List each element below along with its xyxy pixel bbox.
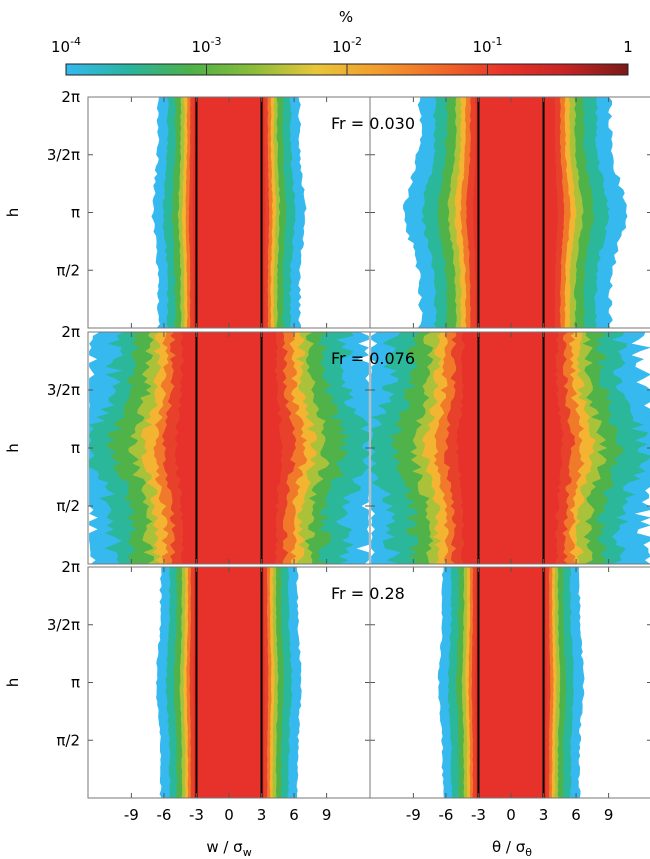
- y-tick-label: π/2: [56, 497, 80, 515]
- y-axis-labels: h h h: [4, 208, 22, 688]
- density-band: [455, 332, 564, 564]
- x-tick-label: 6: [289, 806, 299, 824]
- y-tick-label: 2π: [61, 88, 80, 106]
- x-tick-label: -6: [438, 806, 453, 824]
- panel-1-theta: [369, 96, 650, 329]
- x-tick-label: 0: [224, 806, 234, 824]
- x-tick-label: 0: [506, 806, 516, 824]
- panel-frame: [369, 331, 650, 565]
- panel-annotation: Fr = 0.076: [331, 349, 415, 368]
- y-tick-label: π: [71, 439, 80, 457]
- density-band: [475, 567, 547, 798]
- colorbar-tick-label: 10-4: [51, 35, 81, 56]
- colorbar-tick-labels: 10-4 10-3 10-2 10-1 1: [51, 35, 633, 56]
- density-band: [174, 332, 283, 564]
- colorbar-ticks: [206, 64, 488, 75]
- colorbar: % 10-4 10-3 10-2 10-1 1: [51, 8, 633, 76]
- y-tick-label: π/2: [56, 731, 80, 749]
- x-tick-label: 9: [322, 806, 332, 824]
- x-tick-label: -6: [156, 806, 171, 824]
- xlabel-left: w / σw: [206, 838, 251, 859]
- panel-3-w: [87, 566, 371, 799]
- panel-annotation: Fr = 0.030: [331, 114, 415, 133]
- colorbar-tick-label: 10-2: [332, 35, 362, 56]
- y-tick-label: 2π: [61, 558, 80, 576]
- colorbar-title: %: [339, 8, 353, 26]
- y-tick-label: π/2: [56, 261, 80, 279]
- panel-frame: [369, 96, 650, 329]
- ylabel: h: [4, 208, 22, 218]
- ylabel: h: [4, 678, 22, 688]
- panel-frame: [369, 566, 650, 799]
- panel-annotation: Fr = 0.28: [331, 584, 405, 603]
- xlabel-right: θ / σθ: [492, 838, 532, 859]
- colorbar-tick-label: 10-1: [472, 35, 502, 56]
- ylabel: h: [4, 443, 22, 453]
- x-tick-label: -9: [124, 806, 139, 824]
- x-tick-label: 3: [257, 806, 267, 824]
- y-tick-label: 3/2π: [47, 146, 80, 164]
- panel-2-theta: [369, 331, 650, 565]
- panel-1-w: [87, 96, 371, 329]
- y-tick-label: 2π: [61, 323, 80, 341]
- x-tick-label: 9: [604, 806, 614, 824]
- x-tick-label: -9: [406, 806, 421, 824]
- colorbar-tick-label: 10-3: [191, 35, 221, 56]
- y-tick-label: 3/2π: [47, 381, 80, 399]
- y-tick-label: π: [71, 204, 80, 222]
- x-tick-label: 3: [539, 806, 549, 824]
- y-tick-label: π: [71, 674, 80, 692]
- panel-grid: Fr = 0.030 π/2 π 3/2π 2π Fr = 0.076 π/2 π 3/2π 2π…: [47, 88, 650, 824]
- density-band: [192, 97, 266, 328]
- x-tick-label: -3: [189, 806, 204, 824]
- panel-2-w: [87, 331, 371, 565]
- y-tick-label: 3/2π: [47, 616, 80, 634]
- panel-3-theta: [369, 566, 650, 799]
- colorbar-tick-label: 1: [623, 38, 633, 56]
- density-band: [193, 567, 265, 798]
- x-tick-label: 6: [571, 806, 581, 824]
- density-band: [472, 97, 558, 328]
- x-tick-label: -3: [471, 806, 486, 824]
